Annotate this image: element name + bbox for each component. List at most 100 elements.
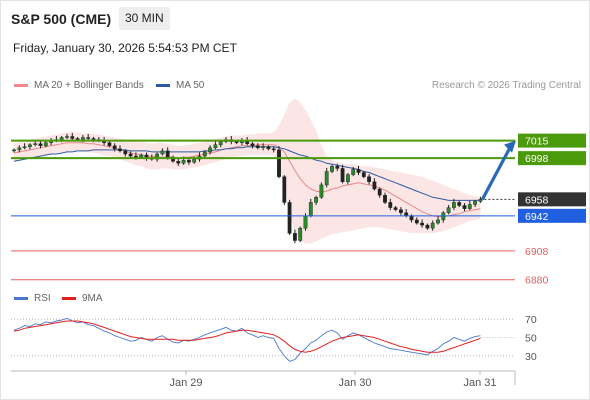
candle-body	[176, 161, 181, 164]
candle-body	[452, 202, 456, 208]
candle-body	[457, 202, 462, 206]
candle-body	[430, 222, 435, 229]
candle-body	[308, 202, 313, 217]
candle-body	[414, 219, 419, 224]
level-label-6908: 6908	[525, 246, 549, 258]
level-label-6942: 6942	[525, 211, 549, 223]
candle-body	[112, 145, 117, 150]
level-label-box-7015	[518, 133, 586, 148]
candle	[340, 164, 345, 184]
candle-body	[107, 142, 112, 146]
candle-body	[202, 151, 207, 157]
instrument-title: S&P 500 (CME)	[11, 11, 112, 27]
level-label-box-6998	[518, 151, 586, 166]
candle	[436, 216, 440, 225]
candle	[388, 198, 393, 211]
candle	[425, 223, 430, 230]
candle-body	[22, 146, 27, 149]
candle	[176, 158, 181, 166]
candle-body	[340, 168, 345, 183]
candle	[112, 143, 117, 152]
rsi-tick-label: 50	[525, 333, 537, 345]
candle-body	[165, 150, 170, 158]
legend-label-ma50: MA 50	[176, 80, 205, 91]
candle	[473, 199, 477, 208]
candle-body	[319, 184, 324, 198]
level-label-6998: 6998	[525, 153, 549, 165]
candle-body	[59, 137, 64, 140]
candle	[261, 143, 265, 151]
candle	[383, 192, 387, 204]
candle	[356, 165, 361, 176]
candle	[367, 174, 371, 185]
candle-body	[80, 137, 85, 140]
candle-body	[186, 159, 191, 163]
candle-body	[314, 197, 318, 203]
candle	[441, 211, 446, 223]
candle-body	[383, 195, 387, 203]
candle	[324, 167, 329, 188]
candle-body	[324, 171, 329, 186]
candle	[128, 151, 133, 158]
candle	[393, 206, 398, 212]
legend-9ma: 9MA	[62, 293, 103, 304]
candle	[361, 171, 366, 179]
candle-body	[393, 207, 398, 210]
candle	[28, 143, 32, 150]
candle	[213, 141, 218, 150]
candle	[86, 133, 91, 141]
candle-body	[133, 155, 138, 158]
ma50-line	[13, 146, 481, 201]
candle-body	[377, 188, 382, 196]
candle	[202, 150, 207, 158]
candle	[372, 178, 377, 191]
candle	[43, 141, 48, 148]
candle-body	[33, 143, 38, 145]
candle	[17, 145, 22, 153]
legend-label-bollinger: MA 20 + Bollinger Bands	[34, 80, 144, 91]
level-label-box-6942	[518, 208, 586, 223]
candle	[377, 187, 382, 198]
level-label-box-6958	[518, 192, 586, 207]
candle	[271, 146, 276, 153]
candle	[314, 195, 318, 205]
candle-body	[155, 153, 159, 160]
candle-body	[388, 202, 393, 208]
candle-body	[213, 144, 218, 149]
datetime-label: Friday, January 30, 2026 5:54:53 PM CET	[13, 41, 237, 55]
forecast-arrow-head	[504, 140, 516, 153]
candle-body	[28, 144, 32, 147]
level-label-6958: 6958	[525, 194, 549, 206]
candle	[420, 219, 424, 228]
candle-body	[367, 176, 371, 183]
candle-body	[467, 204, 472, 209]
candle-body	[255, 145, 260, 149]
candle	[277, 146, 281, 179]
candle-body	[75, 138, 80, 140]
candle-body	[17, 147, 22, 151]
candle-body	[399, 209, 403, 213]
candle	[452, 198, 456, 211]
candle	[330, 164, 334, 174]
candle-body	[91, 138, 96, 140]
candle	[467, 200, 472, 211]
candle	[287, 199, 292, 235]
candle-body	[361, 172, 366, 177]
legend-swatch-bollinger	[14, 84, 28, 87]
candle	[33, 141, 38, 147]
candle-body	[38, 143, 43, 146]
candle-body	[409, 215, 414, 221]
candle	[160, 148, 165, 156]
candle-body	[160, 150, 165, 155]
candle-body	[420, 222, 424, 226]
candle-body	[441, 212, 446, 221]
candle-body	[139, 154, 144, 158]
legend-rsi: RSI	[14, 293, 51, 304]
legend-swatch-rsi	[14, 297, 28, 300]
level-label-6880: 6880	[525, 275, 549, 287]
legend-ma50: MA 50	[156, 80, 204, 91]
x-tick-label: Jan 29	[169, 377, 202, 389]
candle	[65, 133, 69, 140]
candle	[282, 175, 287, 205]
timeframe-button[interactable]: 30 MIN	[119, 7, 170, 30]
